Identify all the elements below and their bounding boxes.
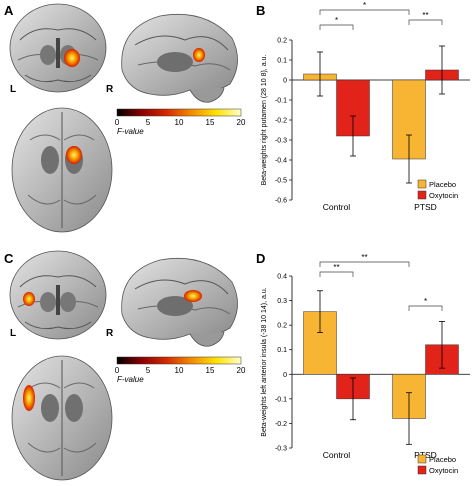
brain-axial-a [11, 107, 113, 233]
significance-marker: * [335, 16, 338, 25]
significance-bracket [319, 271, 354, 277]
legend-swatch-oxytocin [417, 190, 427, 200]
significance-bracket [319, 24, 354, 30]
legend-swatch-placebo [417, 454, 427, 464]
colorbar-tick: 15 [206, 366, 215, 375]
significance-bracket [408, 305, 443, 311]
x-tick-label: PTSD [414, 202, 437, 212]
colorbar-tick: 5 [146, 366, 151, 375]
y-tick-label: -0.2 [275, 421, 287, 428]
y-tick-label: 0.3 [277, 298, 287, 305]
brain-label-left: L [10, 328, 16, 339]
brain-coronal-c [9, 250, 107, 340]
legend-label: Oxytocin [429, 466, 458, 475]
y-tick-label: -0.4 [275, 158, 287, 165]
colorbar-tick: 10 [175, 118, 184, 127]
colorbar-a: 0 5 10 15 20 F-value [115, 108, 246, 136]
y-tick-label: 0.2 [277, 38, 287, 45]
y-tick-label: -0.3 [275, 138, 287, 145]
colorbar-label: F-value [117, 127, 144, 136]
y-tick-label: -0.5 [275, 178, 287, 185]
brain-sagittal-a [121, 13, 238, 103]
y-tick-label: -0.1 [275, 396, 287, 403]
y-tick-label: -0.2 [275, 118, 287, 125]
y-axis-label: Beta-weights left anterior insula (-38 1… [261, 287, 268, 436]
y-axis-label: Beta-weights right putamen (28 10 8), a.… [261, 55, 268, 186]
panel-label-b: B [256, 3, 265, 18]
activation-blob [23, 292, 35, 306]
brain-axial-c [11, 355, 113, 481]
activation-blob [184, 290, 202, 302]
colorbar-tick: 15 [206, 118, 215, 127]
colorbar-gradient [116, 108, 242, 117]
y-tick-label: -0.1 [275, 98, 287, 105]
significance-marker: ** [333, 263, 339, 272]
colorbar-tick: 0 [115, 366, 120, 375]
brain-label-right: R [106, 328, 114, 339]
brain-sagittal-c [121, 257, 238, 347]
activation-blob [23, 385, 35, 411]
colorbar-tick: 20 [237, 366, 246, 375]
significance-marker: ** [422, 11, 428, 20]
y-tick-label: -0.3 [275, 446, 287, 453]
significance-marker: * [424, 297, 427, 306]
y-tick-label: 0.1 [277, 58, 287, 65]
activation-blob [64, 49, 80, 67]
y-tick-label: 0 [283, 78, 287, 85]
brain-coronal-a [9, 3, 107, 93]
activation-blob [193, 48, 205, 62]
chart-d: 0.4 0.3 0.2 0.1 0 -0.1 -0.2 -0.3 Beta-weights le… [261, 253, 470, 475]
legend-swatch-oxytocin [417, 465, 427, 475]
colorbar-tick: 0 [115, 118, 120, 127]
significance-bracket [319, 261, 410, 267]
colorbar-c: 0 5 10 15 20 F-value [115, 356, 246, 384]
legend-label: Oxytocin [429, 191, 458, 200]
y-tick-label: 0 [283, 372, 287, 379]
colorbar-tick: 10 [175, 366, 184, 375]
panel-label-c: C [4, 251, 14, 266]
x-tick-label: Control [323, 450, 351, 460]
significance-bracket [408, 19, 443, 25]
brain-label-left: L [10, 84, 16, 95]
colorbar-tick: 20 [237, 118, 246, 127]
significance-marker: ** [361, 253, 367, 262]
y-tick-label: 0.4 [277, 274, 287, 281]
y-tick-label: 0.1 [277, 347, 287, 354]
y-tick-label: -0.6 [275, 198, 287, 205]
x-tick-label: Control [323, 202, 351, 212]
y-tick-label: 0.2 [277, 323, 287, 330]
activation-blob [66, 146, 82, 164]
significance-marker: * [363, 1, 366, 10]
colorbar-tick: 5 [146, 118, 151, 127]
colorbar-gradient [116, 356, 242, 365]
legend-label: Placebo [429, 180, 456, 189]
panel-label-d: D [256, 251, 265, 266]
panel-label-a: A [4, 3, 14, 18]
colorbar-label: F-value [117, 375, 144, 384]
chart-b: 0.2 0.1 0 -0.1 -0.2 -0.3 -0.4 -0.5 -0.6 Beta-weig… [261, 1, 470, 212]
legend-swatch-placebo [417, 179, 427, 189]
legend-label: Placebo [429, 455, 456, 464]
significance-bracket [319, 9, 410, 15]
brain-label-right: R [106, 84, 114, 95]
